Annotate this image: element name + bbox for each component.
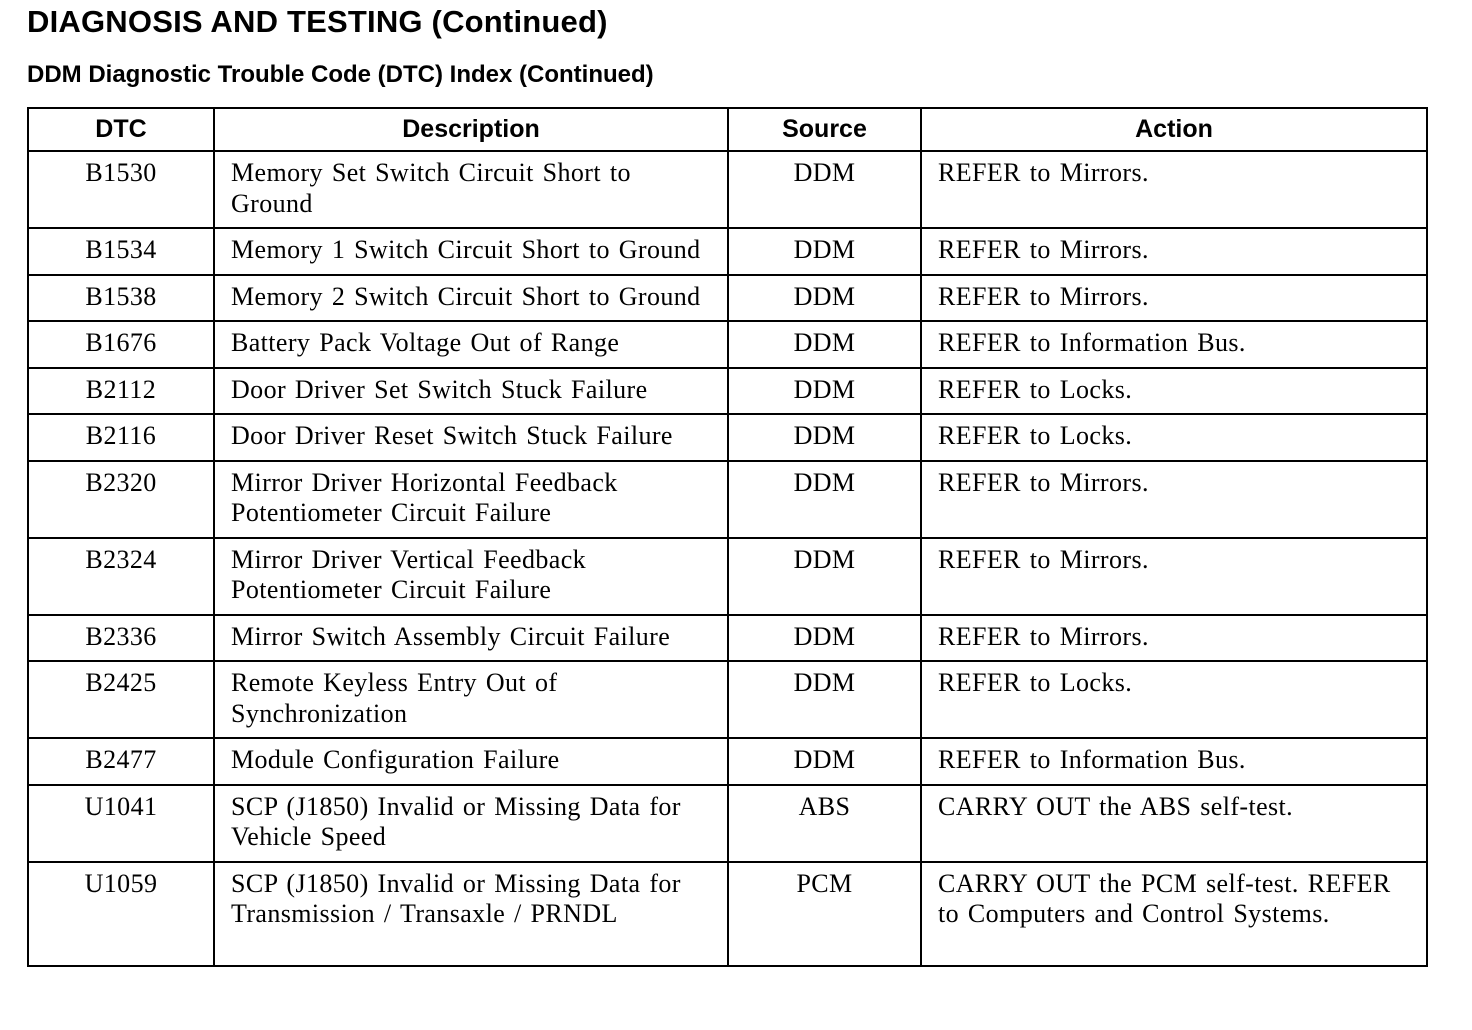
cell-description: Door Driver Reset Switch Stuck Failure	[213, 413, 729, 462]
page-title: DIAGNOSIS AND TESTING (Continued)	[27, 4, 608, 39]
cell-source: DDM	[727, 227, 922, 276]
cell-action: REFER to Locks.	[920, 413, 1428, 462]
cell-action: REFER to Mirrors.	[920, 536, 1428, 616]
cell-action: REFER to Mirrors.	[920, 227, 1428, 276]
cell-source: DDM	[727, 413, 922, 462]
cell-description: Memory Set Switch Circuit Short to Groun…	[213, 150, 729, 229]
cell-source: ABS	[727, 783, 922, 863]
cell-source: DDM	[727, 613, 922, 662]
cell-action: REFER to Locks.	[920, 660, 1428, 739]
table-row: U1059 SCP (J1850) Invalid or Missing Data…	[27, 860, 1428, 967]
cell-description: Module Configuration Failure	[213, 737, 729, 786]
cell-description: Door Driver Set Switch Stuck Failure	[213, 366, 729, 415]
cell-description: Memory 1 Switch Circuit Short to Ground	[213, 227, 729, 276]
cell-action: CARRY OUT the PCM self-test. REFER to Co…	[920, 860, 1428, 967]
table-row: B2324 Mirror Driver Vertical Feedback Pot…	[27, 536, 1428, 616]
table-row: B2425 Remote Keyless Entry Out of Synchro…	[27, 660, 1428, 739]
table-row: B2116 Door Driver Reset Switch Stuck Fail…	[27, 413, 1428, 462]
cell-description: Mirror Driver Vertical Feedback Potentio…	[213, 536, 729, 616]
cell-source: DDM	[727, 150, 922, 229]
table-row: B2320 Mirror Driver Horizontal Feedback P…	[27, 459, 1428, 539]
cell-description: Remote Keyless Entry Out of Synchronizat…	[213, 660, 729, 739]
cell-dtc: B2336	[27, 613, 215, 662]
header-description: Description	[213, 107, 729, 152]
cell-dtc: B2116	[27, 413, 215, 462]
cell-description: Mirror Switch Assembly Circuit Failure	[213, 613, 729, 662]
table-row: B2336 Mirror Switch Assembly Circuit Fail…	[27, 613, 1428, 662]
header-action: Action	[920, 107, 1428, 152]
cell-action: REFER to Mirrors.	[920, 613, 1428, 662]
cell-description: SCP (J1850) Invalid or Missing Data for …	[213, 783, 729, 863]
cell-source: DDM	[727, 737, 922, 786]
table-row: B2477 Module Configuration Failure DDM REFE…	[27, 737, 1428, 786]
cell-dtc: B2425	[27, 660, 215, 739]
cell-source: PCM	[727, 860, 922, 967]
table-header-row: DTC Description Source Action	[27, 107, 1428, 152]
cell-action: REFER to Locks.	[920, 366, 1428, 415]
cell-dtc: B2320	[27, 459, 215, 539]
cell-source: DDM	[727, 366, 922, 415]
cell-action: CARRY OUT the ABS self-test.	[920, 783, 1428, 863]
cell-dtc: B1534	[27, 227, 215, 276]
cell-dtc: B1530	[27, 150, 215, 229]
cell-dtc: U1041	[27, 783, 215, 863]
cell-description: Memory 2 Switch Circuit Short to Ground	[213, 273, 729, 322]
cell-dtc: B2112	[27, 366, 215, 415]
cell-description: Mirror Driver Horizontal Feedback Potent…	[213, 459, 729, 539]
cell-dtc: B2477	[27, 737, 215, 786]
cell-description: Battery Pack Voltage Out of Range	[213, 320, 729, 369]
cell-description: SCP (J1850) Invalid or Missing Data for …	[213, 860, 729, 967]
table-row: B1538 Memory 2 Switch Circuit Short to Gr…	[27, 273, 1428, 322]
cell-source: DDM	[727, 459, 922, 539]
cell-action: REFER to Mirrors.	[920, 150, 1428, 229]
cell-action: REFER to Information Bus.	[920, 320, 1428, 369]
cell-action: REFER to Mirrors.	[920, 459, 1428, 539]
cell-source: DDM	[727, 536, 922, 616]
table-row: B1676 Battery Pack Voltage Out of Range DD…	[27, 320, 1428, 369]
cell-source: DDM	[727, 320, 922, 369]
cell-dtc: U1059	[27, 860, 215, 967]
table-row: U1041 SCP (J1850) Invalid or Missing Data…	[27, 783, 1428, 863]
header-dtc: DTC	[27, 107, 215, 152]
cell-action: REFER to Mirrors.	[920, 273, 1428, 322]
cell-source: DDM	[727, 660, 922, 739]
dtc-index-table: DTC Description Source Action B1530 Memor…	[27, 107, 1428, 967]
cell-source: DDM	[727, 273, 922, 322]
cell-dtc: B1676	[27, 320, 215, 369]
table-row: B1530 Memory Set Switch Circuit Short to …	[27, 150, 1428, 229]
cell-dtc: B2324	[27, 536, 215, 616]
section-subtitle: DDM Diagnostic Trouble Code (DTC) Index …	[27, 61, 654, 88]
table-row: B2112 Door Driver Set Switch Stuck Failur…	[27, 366, 1428, 415]
table-row: B1534 Memory 1 Switch Circuit Short to Gr…	[27, 227, 1428, 276]
cell-dtc: B1538	[27, 273, 215, 322]
cell-action: REFER to Information Bus.	[920, 737, 1428, 786]
header-source: Source	[727, 107, 922, 152]
